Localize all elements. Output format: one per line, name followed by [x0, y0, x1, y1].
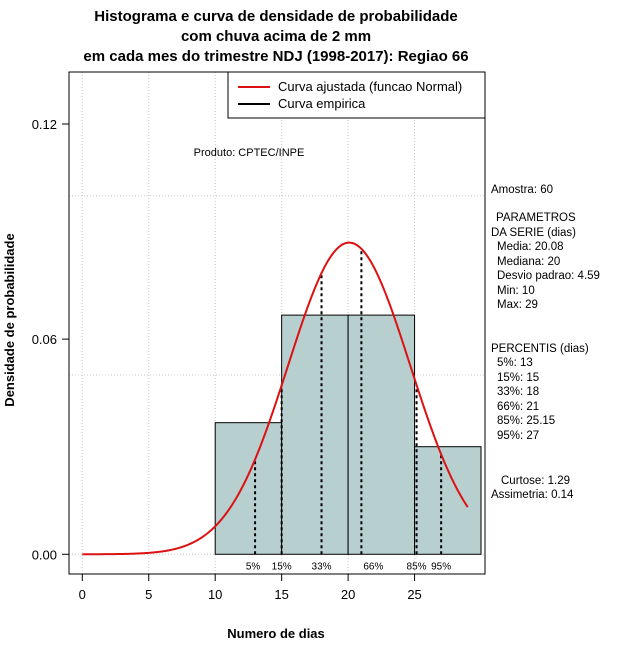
x-tick-label: 15	[274, 587, 288, 602]
percentis-title: PERCENTIS (dias)	[491, 343, 589, 355]
stat-mean: Media: 20.08	[497, 241, 564, 253]
percentil-66: 66%: 21	[497, 401, 539, 413]
stat-sd: Desvio padrao: 4.59	[497, 270, 600, 282]
title-line-3: em cada mes do trimestre NDJ (1998-2017)…	[83, 48, 468, 65]
title-line-2: com chuva acima de 2 mm	[181, 28, 371, 45]
params-title-1: PARAMETROS	[496, 212, 576, 224]
x-tick-label: 5	[145, 587, 152, 602]
percentil-15: 15%: 15	[497, 372, 539, 384]
percentil-5: 5%: 13	[497, 357, 533, 369]
x-tick-label: 25	[407, 587, 421, 602]
legend: Curva ajustada (funcao Normal) Curva emp…	[227, 71, 486, 119]
sample-size: Amostra: 60	[491, 184, 553, 196]
y-tick-label: 0.12	[32, 117, 57, 132]
y-tick-label: 0.00	[32, 547, 57, 562]
percentile-labels: 5% 15% 33% 66% 85% 95%	[246, 561, 451, 572]
stats-panel: Amostra: 60 PARAMETROS DA SERIE (dias) M…	[491, 184, 600, 501]
stat-median: Mediana: 20	[497, 256, 560, 268]
stat-min: Min: 10	[497, 285, 535, 297]
percentile-label-15%: 15%	[272, 561, 292, 572]
percentile-label-66%: 66%	[363, 561, 383, 572]
x-tick-label: 10	[208, 587, 222, 602]
chart-title: Histograma e curva de densidade de proba…	[83, 8, 468, 65]
percentil-33: 33%: 18	[497, 386, 539, 398]
percentile-label-5%: 5%	[246, 561, 261, 572]
x-tick-label: 0	[79, 587, 86, 602]
percentile-label-95%: 95%	[431, 561, 451, 572]
x-axis: 0 5 10 15 20 25	[79, 573, 422, 602]
legend-label-empirical: Curva empirica	[278, 96, 366, 111]
histogram-bar-2	[281, 314, 349, 555]
legend-label-fit: Curva ajustada (funcao Normal)	[278, 79, 462, 94]
percentil-85: 85%: 25.15	[497, 415, 555, 427]
legend-box	[227, 71, 486, 119]
histogram-bars	[214, 314, 482, 555]
product-annotation: Produto: CPTEC/INPE	[194, 147, 305, 159]
params-title-2: DA SERIE (dias)	[491, 227, 576, 239]
y-tick-label: 0.06	[32, 332, 57, 347]
normal-fit-curve	[82, 241, 469, 556]
y-axis-label: Densidade de probabilidade	[2, 233, 17, 406]
kurtosis: Curtose: 1.29	[501, 475, 570, 487]
percentile-lines	[254, 248, 443, 555]
histogram-bar-1	[214, 422, 283, 555]
title-line-1: Histograma e curva de densidade de proba…	[94, 8, 457, 25]
x-axis-label: Numero de dias	[227, 626, 325, 641]
percentile-label-33%: 33%	[312, 561, 332, 572]
histogram-bar-4	[414, 446, 482, 555]
histogram-bar-3	[347, 314, 416, 555]
y-axis: 0.00 0.06 0.12	[32, 117, 70, 562]
percentile-label-85%: 85%	[407, 561, 427, 572]
stat-max: Max: 29	[497, 299, 538, 311]
percentil-95: 95%: 27	[497, 430, 539, 442]
x-tick-label: 20	[341, 587, 355, 602]
skewness: Assimetria: 0.14	[491, 489, 574, 501]
